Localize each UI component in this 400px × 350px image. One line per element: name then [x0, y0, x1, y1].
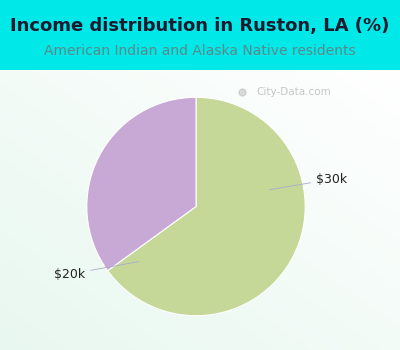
Text: American Indian and Alaska Native residents: American Indian and Alaska Native reside… [44, 44, 356, 58]
Wedge shape [87, 97, 196, 271]
Text: City-Data.com: City-Data.com [256, 87, 331, 97]
Text: Income distribution in Ruston, LA (%): Income distribution in Ruston, LA (%) [10, 17, 390, 35]
Wedge shape [108, 97, 305, 316]
Text: $20k: $20k [54, 261, 139, 281]
Text: $30k: $30k [270, 173, 347, 190]
